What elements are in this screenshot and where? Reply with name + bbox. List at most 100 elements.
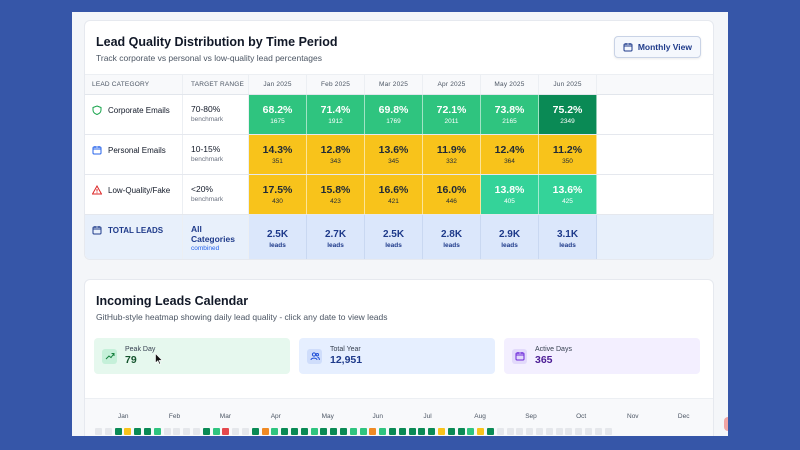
month-value-cell[interactable]: 12.8% 343 [307,135,365,174]
month-value-cell[interactable]: 69.8% 1769 [365,95,423,134]
header-target-range: TARGET RANGE [183,75,249,94]
calendar-day-cell[interactable] [281,428,289,435]
month-value-cell[interactable]: 16.0% 446 [423,175,481,214]
total-value: 2.9K [498,228,521,240]
calendar-day-cell[interactable] [379,428,387,435]
month-value-cell[interactable]: 75.2% 2349 [539,95,597,134]
calendar-day-cell[interactable] [153,428,161,435]
calendar-day-cell[interactable] [163,428,171,435]
total-month-cell[interactable]: 2.5K leads [365,215,423,259]
calendar-day-cell[interactable] [585,428,592,435]
calendar-day-cell[interactable] [565,428,573,435]
total-month-cell[interactable]: 2.8K leads [423,215,481,259]
calendar-day-cell[interactable] [124,428,132,435]
calendar-day-cell[interactable] [398,428,406,435]
month-value-cell[interactable]: 15.8% 423 [307,175,365,214]
calendar-day-cell[interactable] [173,428,181,435]
calendar-day-cell[interactable] [95,428,102,435]
calendar-day-cell[interactable] [330,428,338,435]
distribution-title: Lead Quality Distribution by Time Period [96,35,338,49]
calendar-day-cell[interactable] [359,428,367,435]
lead-count: 1675 [270,118,285,125]
total-month-cell[interactable]: 3.1K leads [539,215,597,259]
month-value-cell[interactable]: 11.9% 332 [423,135,481,174]
percentage-value: 75.2% [552,104,583,116]
lead-category-cell: Corporate Emails [85,95,183,134]
calendar-day-cell[interactable] [447,428,455,435]
total-unit: leads [327,241,344,249]
month-value-cell[interactable]: 13.6% 345 [365,135,423,174]
calendar-day-cell[interactable] [487,428,494,435]
table-row: Corporate Emails 70-80% benchmark 68.2% 1675… [85,95,713,135]
percentage-value: 13.6% [552,184,583,196]
month-value-cell[interactable]: 13.6% 425 [539,175,597,214]
calendar-day-cell[interactable] [232,428,240,435]
month-value-cell[interactable]: 71.4% 1912 [307,95,365,134]
calendar-day-cell[interactable] [389,428,396,435]
calendar-day-cell[interactable] [575,428,583,435]
calendar-day-cell[interactable] [114,428,122,435]
calendar-day-cell[interactable] [310,428,318,435]
calendar-day-cell[interactable] [340,428,347,435]
calendar-day-cell[interactable] [555,428,563,435]
calendar-day-cell[interactable] [526,428,534,435]
calendar-day-cell[interactable] [291,428,298,435]
calendar-day-cell[interactable] [545,428,553,435]
calendar-day-cell[interactable] [496,428,504,435]
calendar-day-cell[interactable] [193,428,200,435]
calendar-icon [623,43,633,52]
calendar-day-cell[interactable] [202,428,210,435]
lead-category-label: Low-Quality/Fake [108,186,171,195]
total-month-cell[interactable]: 2.9K leads [481,215,539,259]
calendar-day-cell[interactable] [144,428,151,435]
calendar-day-cell[interactable] [477,428,485,435]
calendar-day-cell[interactable] [536,428,543,435]
calendar-day-cell[interactable] [261,428,269,435]
calendar-day-cell[interactable] [104,428,112,435]
calendar-day-cell[interactable] [516,428,524,435]
month-value-cell[interactable]: 13.8% 405 [481,175,539,214]
calendar-day-cell[interactable] [300,428,308,435]
total-month-cell[interactable]: 2.7K leads [307,215,365,259]
calendar-day-cell[interactable] [594,428,602,435]
month-value-cell[interactable]: 11.2% 350 [539,135,597,174]
calendar-day-cell[interactable] [212,428,220,435]
month-value-cell[interactable]: 12.4% 364 [481,135,539,174]
month-value-cell[interactable]: 16.6% 421 [365,175,423,214]
trending-up-icon [105,353,114,360]
monthly-view-button[interactable]: Monthly View [613,36,701,58]
calendar-day-cell[interactable] [251,428,259,435]
lead-count: 430 [272,198,283,205]
calendar-day-cell[interactable] [222,428,230,435]
stat-card: Total Year 12,951 [299,338,495,374]
calendar-day-cell[interactable] [428,428,436,435]
calendar-day-cell[interactable] [183,428,191,435]
calendar-day-cell[interactable] [349,428,357,435]
stat-label: Peak Day [125,346,156,353]
target-range-cell: <20% benchmark [183,175,249,214]
month-value-cell[interactable]: 73.8% 2165 [481,95,539,134]
stat-icon-box [102,348,117,364]
calendar-day-cell[interactable] [418,428,426,435]
calendar-day-cell[interactable] [408,428,416,435]
scroll-indicator[interactable] [724,417,728,431]
total-month-cell[interactable]: 2.5K leads [249,215,307,259]
calendar-day-cell[interactable] [506,428,514,435]
calendar-day-cell[interactable] [457,428,465,435]
lead-category-cell: Personal Emails [85,135,183,174]
calendar-month-label: Dec [677,413,690,420]
distribution-table: LEAD CATEGORY TARGET RANGE Jan 2025 Feb … [85,74,713,259]
percentage-value: 12.4% [494,144,525,156]
calendar-day-cell[interactable] [438,428,445,435]
month-value-cell[interactable]: 14.3% 351 [249,135,307,174]
calendar-day-cell[interactable] [320,428,328,435]
calendar-day-cell[interactable] [134,428,142,435]
month-value-cell[interactable]: 72.1% 2011 [423,95,481,134]
month-value-cell[interactable]: 17.5% 430 [249,175,307,214]
calendar-day-cell[interactable] [369,428,377,435]
calendar-day-cell[interactable] [242,428,249,435]
calendar-day-cell[interactable] [271,428,279,435]
month-value-cell[interactable]: 68.2% 1675 [249,95,307,134]
calendar-day-cell[interactable] [467,428,475,435]
calendar-day-cell[interactable] [604,428,612,435]
